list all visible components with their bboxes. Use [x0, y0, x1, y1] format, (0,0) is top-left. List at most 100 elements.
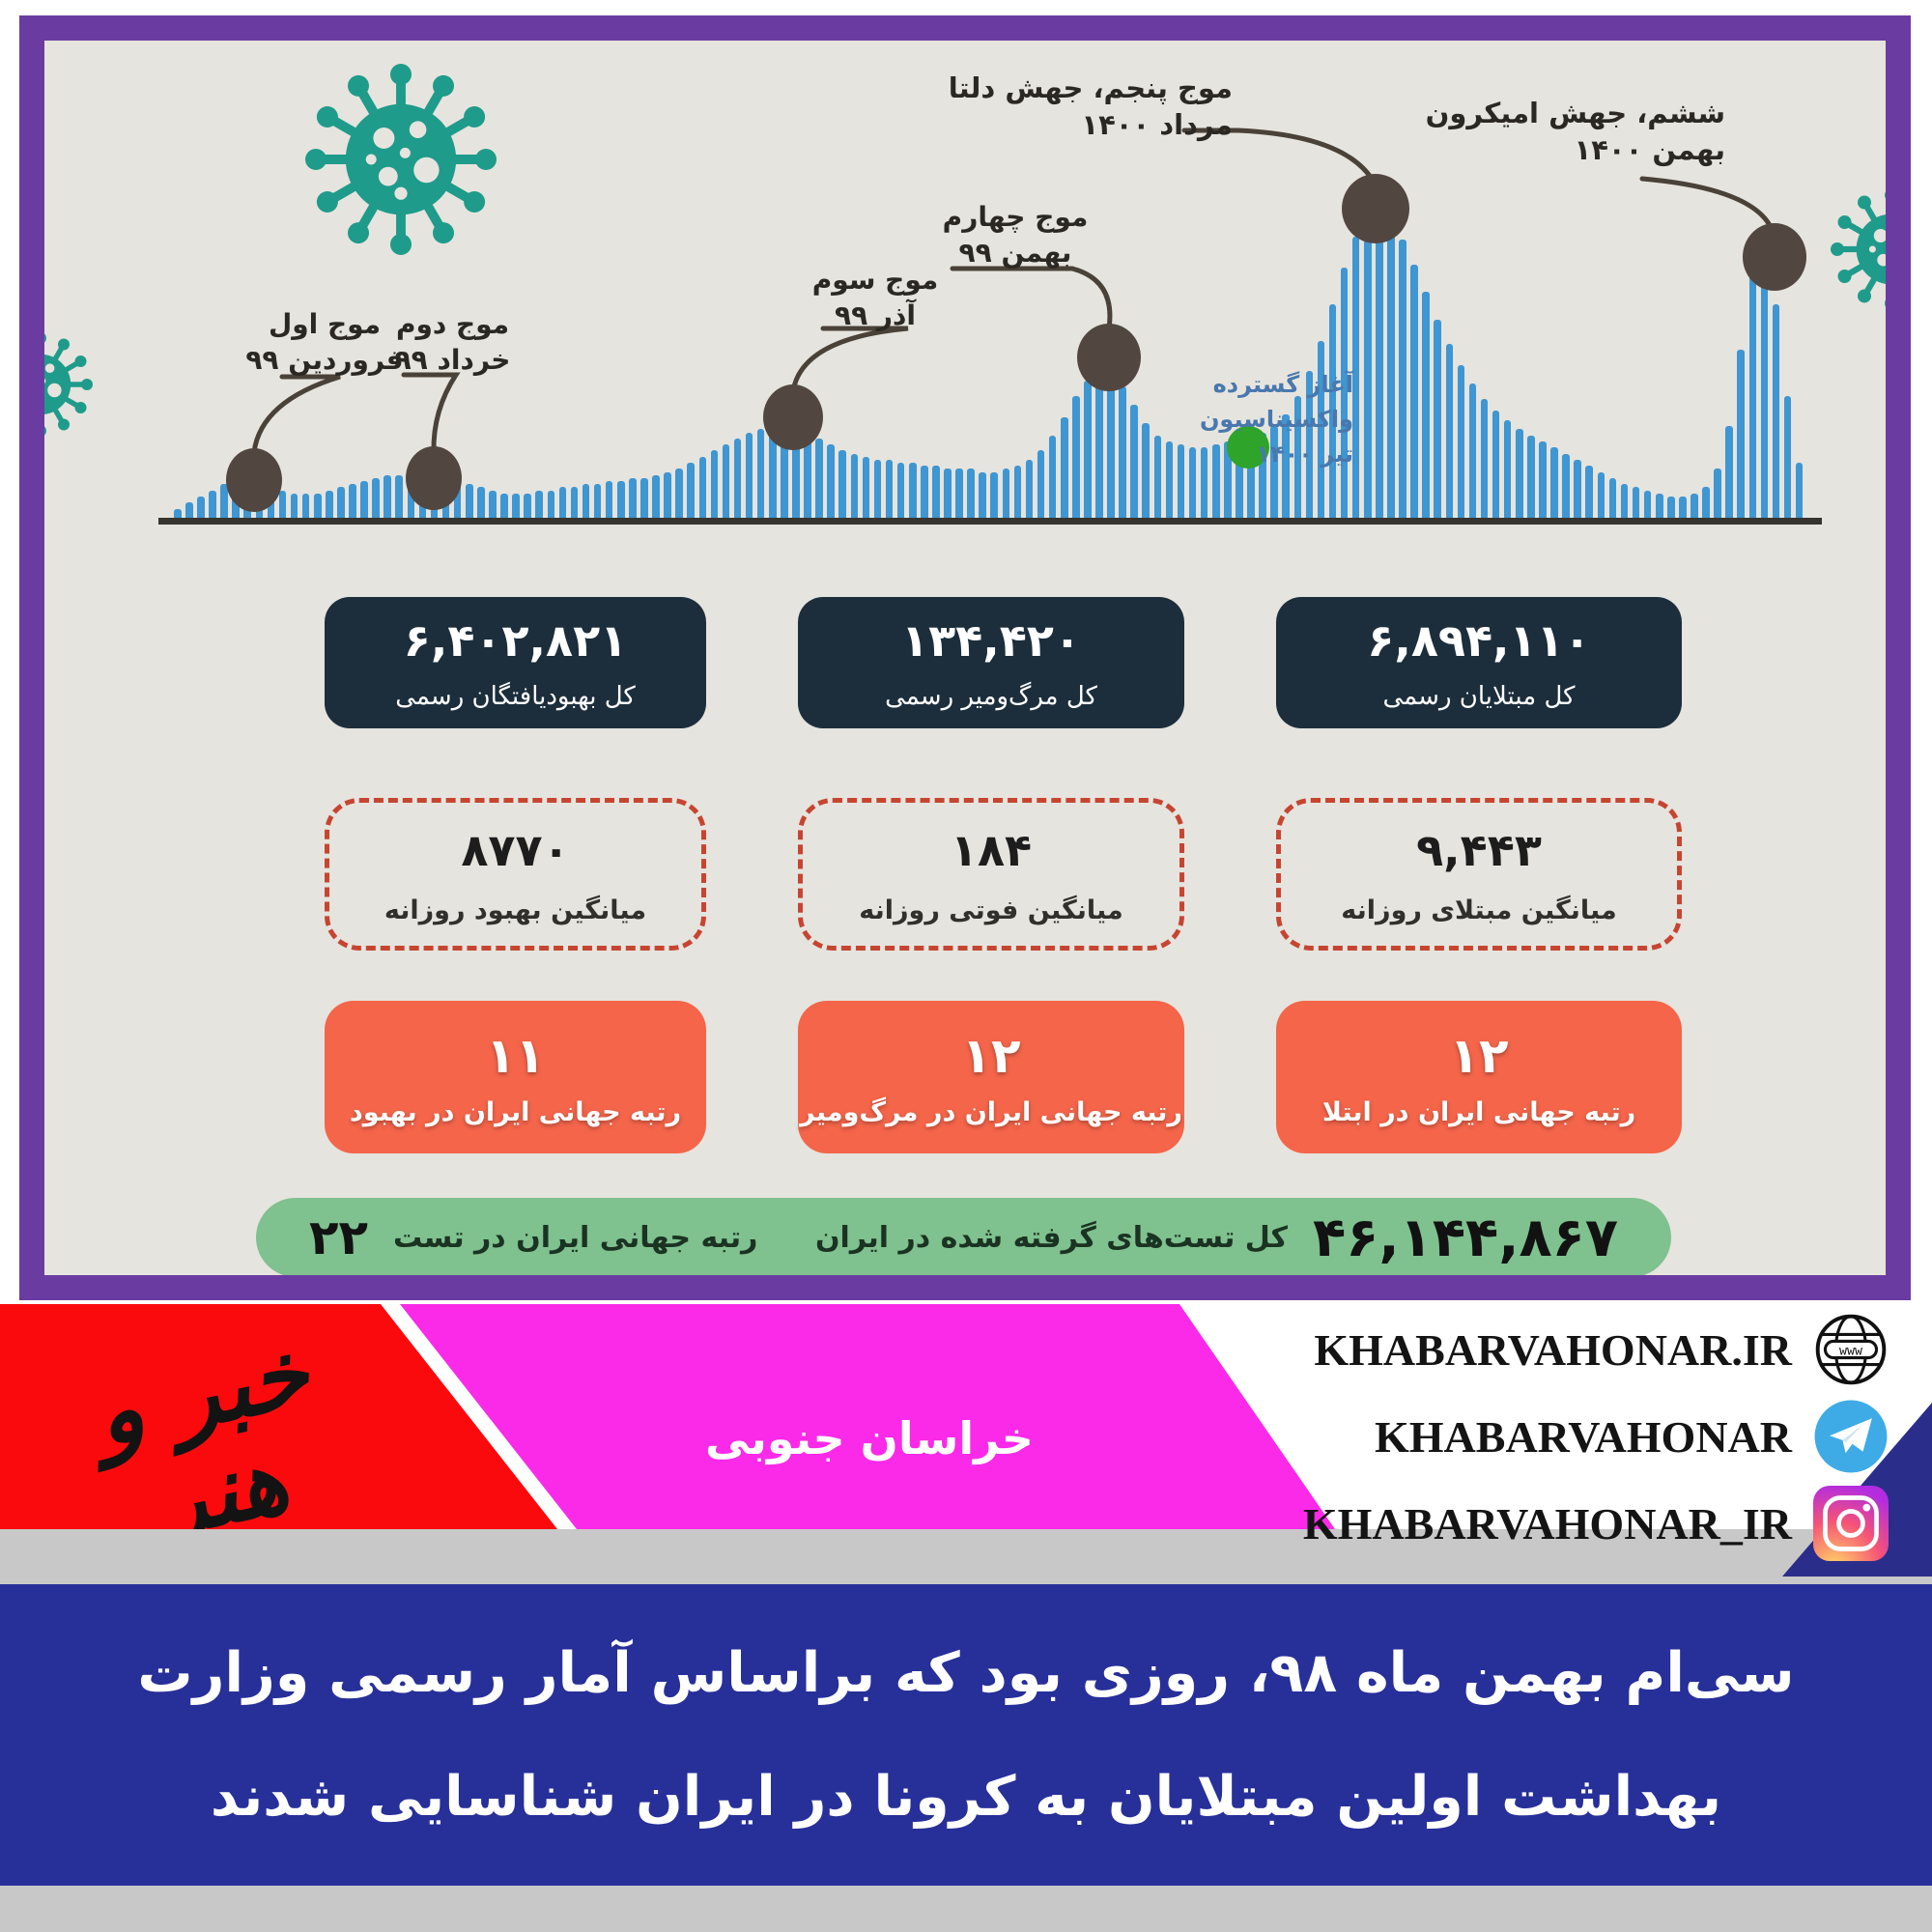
divider-strip [0, 1529, 1932, 1584]
chart-bar [1200, 447, 1208, 518]
chart-bar [500, 493, 508, 518]
chart-bar [1376, 213, 1383, 518]
chart-bar [174, 508, 182, 518]
total-cases-value: ۶,۸۹۴,۱۱۰ [1367, 614, 1591, 667]
tests-total-label: کل تست‌های گرفته شده در ایران [814, 1220, 1289, 1255]
total-cases-card: ۶,۸۹۴,۱۱۰ کل مبتلایان رسمی [1276, 597, 1682, 728]
chart-bar [441, 477, 450, 518]
chart-bar [967, 469, 975, 518]
chart-bar [1363, 218, 1372, 518]
chart-bar [640, 477, 648, 518]
chart-bar [1714, 469, 1721, 518]
chart-bar [1211, 444, 1220, 518]
avg-deaths-label: میانگین فوتی روزانه [859, 895, 1123, 925]
chart-bar [1351, 237, 1360, 518]
chart-bar [1550, 447, 1558, 518]
chart-bar [1259, 432, 1266, 518]
total-cases-label: کل مبتلایان رسمی [1382, 682, 1576, 711]
chart-bar [197, 496, 205, 518]
chart-bar [313, 493, 322, 518]
chart-bar [768, 426, 777, 518]
chart-bar [1725, 426, 1733, 518]
caption-line-2: بهداشت اولین مبتلایان به کرونا در ایران … [210, 1765, 1722, 1829]
chart-bar [582, 484, 590, 518]
chart-bar [1492, 411, 1500, 518]
chart-bar [1013, 466, 1022, 518]
total-recovered-value: ۶,۴۰۲,۸۲۱ [403, 614, 628, 667]
chart-bar [1655, 493, 1663, 518]
chart-bar [827, 444, 835, 518]
chart-bar [465, 484, 473, 518]
rank-cases-card: ۱۲ رتبه جهانی ایران در ابتلا [1276, 1001, 1682, 1153]
chart-bar [1328, 303, 1337, 518]
avg-deaths-value: ۱۸۴ [950, 823, 1033, 876]
total-deaths-label: کل مرگ‌ومیر رسمی [885, 682, 1097, 711]
chart-bar [407, 471, 415, 518]
chart-bar [1772, 303, 1780, 518]
chart-bar [558, 487, 567, 518]
chart-bar [850, 453, 859, 518]
chart-bar [1737, 350, 1746, 518]
chart-bar [1468, 383, 1477, 518]
avg-recovered-label: میانگین بهبود روزانه [384, 895, 647, 925]
chart-bar [1608, 477, 1617, 518]
vaccination-label: آغاز گسترده واکسیناسیون تیر ۱۴۰۰ [1199, 371, 1353, 468]
avg-cases-label: میانگین مبتلای روزانه [1341, 895, 1617, 925]
chart-bar [418, 471, 427, 518]
chart-bar [932, 466, 940, 518]
chart-bar [1620, 484, 1629, 518]
chart-bar [1130, 405, 1138, 518]
world-rank-row: ۱۲ رتبه جهانی ایران در ابتلا ۱۲ رتبه جها… [325, 1001, 1682, 1153]
chart-bar [1445, 343, 1454, 518]
chart-bar [733, 438, 742, 518]
total-deaths-value: ۱۳۴,۴۲۰ [901, 614, 1081, 667]
total-recovered-label: کل بهبودیافتگان رسمی [395, 682, 636, 711]
chart-bar [629, 477, 637, 518]
chart-bar [756, 429, 765, 518]
chart-bar [955, 469, 963, 518]
chart-bar [1142, 423, 1151, 518]
chart-bar [979, 471, 986, 518]
rank-deaths-label: رتبه جهانی ایران در مرگ‌ومیر [800, 1096, 1182, 1127]
chart-bar [1410, 264, 1418, 518]
tests-bar: ۲۲ رتبه جهانی ایران در تست کل تست‌های گر… [256, 1198, 1671, 1275]
chart-bar [349, 484, 356, 518]
chart-bar [1690, 493, 1698, 518]
website-row[interactable]: KHABARVAHONAR.IR www [1314, 1312, 1889, 1387]
chart-bar [1188, 447, 1197, 518]
chart-bar [1153, 435, 1162, 518]
chart-bar [616, 481, 625, 518]
chart-bar [1632, 487, 1640, 518]
telegram-handle: KHABARVAHONAR [1374, 1411, 1792, 1462]
totals-row: ۶,۸۹۴,۱۱۰ کل مبتلایان رسمی ۱۳۴,۴۲۰ کل مر… [325, 597, 1682, 728]
rank-recovered-label: رتبه جهانی ایران در بهبود [349, 1096, 682, 1127]
instagram-icon [1813, 1486, 1889, 1561]
region-banner-shape [400, 1304, 1335, 1529]
chart-bar [1002, 469, 1010, 518]
virus-icon [1824, 182, 1911, 317]
instagram-row[interactable]: KHABARVAHONAR_IR [1303, 1486, 1889, 1561]
chart-bar [896, 463, 905, 518]
chart-bar [326, 490, 333, 518]
chart-bar [815, 438, 823, 518]
telegram-row[interactable]: KHABARVAHONAR [1375, 1399, 1889, 1474]
chart-bar [1247, 435, 1255, 518]
daily-average-row: ۹,۴۴۳ میانگین مبتلای روزانه ۱۸۴ میانگین … [325, 798, 1682, 951]
chart-bar [372, 477, 380, 518]
chart-bar [512, 493, 520, 518]
chart-bar [209, 490, 216, 518]
chart-bar [1597, 471, 1605, 518]
chart-bar [652, 474, 660, 518]
rank-cases-value: ۱۲ [1449, 1027, 1509, 1084]
region-banner-text: خراسان جنوبی [705, 1412, 1034, 1464]
chart-bar [1293, 395, 1302, 518]
chart-bar [605, 481, 613, 518]
chart-bar [489, 490, 497, 518]
chart-bar [921, 466, 928, 518]
chart-bar [1236, 438, 1243, 518]
chart-bar [220, 484, 228, 518]
chart-bar [384, 474, 391, 518]
chart-bar [185, 502, 193, 518]
bottom-strip [0, 1886, 1932, 1932]
chart-bar [1760, 248, 1769, 518]
